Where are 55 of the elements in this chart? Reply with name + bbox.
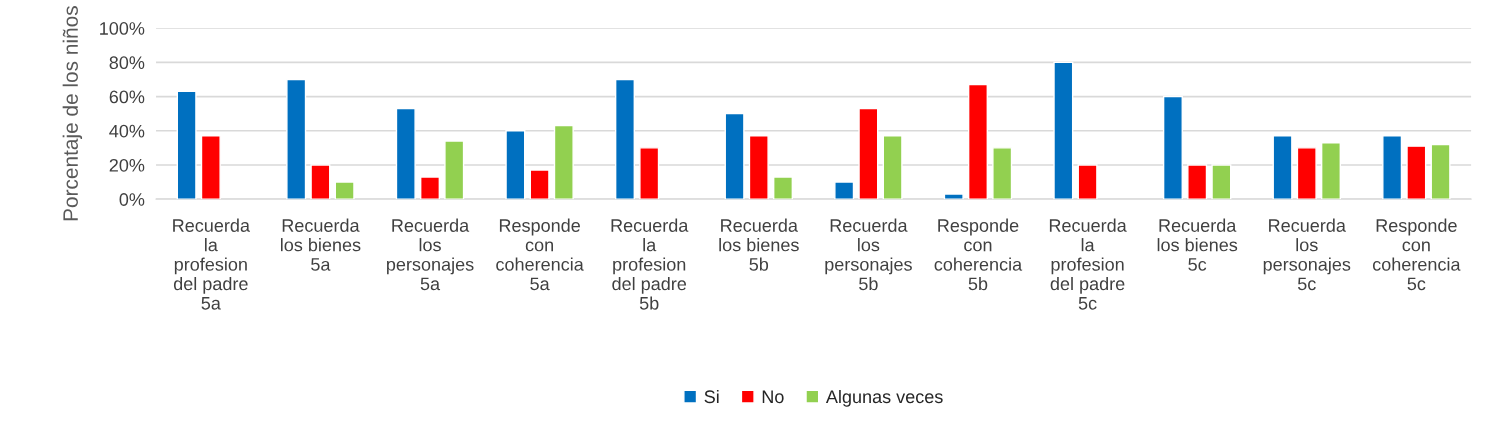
bar (529, 169, 550, 200)
bar (553, 124, 574, 200)
bar (286, 78, 307, 200)
bar (882, 135, 903, 200)
y-tick-label: 100% (100, 22, 145, 35)
bar (834, 181, 855, 200)
bar (1406, 145, 1427, 200)
bar (200, 135, 221, 200)
y-axis-title: Porcentaje de los niños (62, 6, 83, 221)
y-tick-label: 20% (109, 158, 145, 172)
bar (614, 78, 635, 200)
bar (639, 147, 660, 200)
x-tick-label: Recuerda los bienes 5a (280, 218, 361, 271)
bar (1296, 147, 1317, 200)
x-tick-label: Recuerda los bienes 5b (719, 218, 799, 271)
legend-label: Si (704, 389, 719, 404)
bar (1382, 135, 1403, 200)
y-tick-label: 0% (119, 193, 145, 206)
bar (1187, 164, 1208, 200)
bar (1211, 164, 1232, 200)
bar (943, 193, 964, 200)
bar (395, 107, 416, 200)
bar (420, 176, 441, 200)
bar (748, 135, 769, 200)
x-tick-label: Recuerda los personajes 5c (1263, 218, 1351, 291)
bar (1162, 95, 1183, 200)
bar (176, 90, 197, 200)
x-tick-label: Recuerda los bienes 5c (1157, 218, 1238, 271)
x-tick-label: Recuerda los personajes 5a (387, 218, 474, 291)
y-tick-label: 40% (109, 124, 145, 138)
bar (724, 112, 745, 200)
y-tick-label: 60% (109, 90, 145, 104)
x-tick-label: Recuerda la profesion del padre 5b (611, 218, 689, 310)
y-tick-label: 80% (109, 56, 145, 70)
bar (858, 107, 879, 200)
bar (505, 130, 526, 200)
bar (992, 147, 1013, 200)
legend-label: Algunas veces (825, 389, 943, 407)
x-tick-label: Responde con coherencia 5a (496, 218, 584, 291)
bar (1053, 61, 1074, 200)
bar (1320, 142, 1341, 200)
legend-label: No (762, 390, 784, 404)
bar (310, 164, 331, 200)
x-tick-label: Responde con coherencia 5c (1372, 218, 1461, 291)
bar (1430, 143, 1451, 200)
bar (967, 83, 988, 200)
bar (1272, 135, 1293, 200)
bar (444, 140, 465, 200)
x-tick-label: Responde con coherencia 5b (934, 218, 1023, 291)
x-tick-label: Recuerda los personajes 5b (825, 218, 912, 291)
x-tick-label: Recuerda la profesion del padre 5c (1049, 218, 1127, 310)
x-tick-label: Recuerda la profesion del padre 5a (173, 218, 250, 310)
bar (1077, 164, 1098, 200)
bar (334, 181, 355, 200)
bar (772, 176, 794, 200)
